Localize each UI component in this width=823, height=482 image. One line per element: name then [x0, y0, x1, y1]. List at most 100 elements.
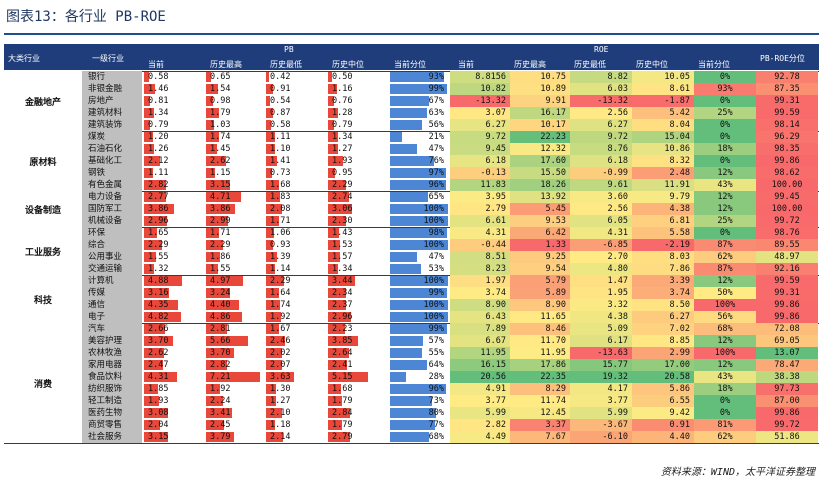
- roe-cell: 9.72: [450, 131, 510, 143]
- pb-bar: [328, 156, 343, 166]
- pb-value: 1.85: [148, 384, 169, 394]
- roe-pct-cell: 0%: [694, 119, 756, 131]
- pb-value: 1.79: [210, 108, 231, 118]
- industry-name: 商贸零售: [82, 419, 142, 431]
- pb-cell: 1.79: [328, 419, 390, 431]
- pb-cell: 0.58: [144, 71, 206, 83]
- pb-value: 0.54: [270, 96, 291, 106]
- pb-value: 0.50: [332, 72, 353, 82]
- pb-cell: 3.79: [206, 431, 266, 443]
- pb-cell: 2.66: [144, 323, 206, 335]
- pb-bar: [206, 240, 224, 250]
- pb-cell: 1.54: [206, 83, 266, 95]
- pb-bar: [266, 336, 286, 346]
- pb-value: 1.27: [332, 144, 353, 154]
- pb-bar: [144, 144, 154, 154]
- pb-bar: [206, 228, 219, 238]
- pbroe-pct-cell: 87.00: [756, 395, 818, 407]
- roe-pct-cell: 100%: [694, 347, 756, 359]
- pb-pct-cell: 77%: [390, 419, 450, 431]
- pb-pct-bar: [390, 240, 448, 250]
- pb-value: 4.88: [148, 276, 169, 286]
- pb-bar: [328, 84, 337, 94]
- roe-cell: -3.67: [570, 419, 632, 431]
- pb-bar: [328, 252, 341, 262]
- pb-pct-bar: [390, 288, 448, 298]
- pb-value: 1.45: [210, 144, 231, 154]
- pb-value: 2.29: [270, 276, 291, 286]
- roe-cell: 11.83: [450, 179, 510, 191]
- pbroe-pct-cell: 99.86: [756, 311, 818, 323]
- roe-cell: 5.58: [632, 227, 694, 239]
- pb-bar: [144, 336, 173, 346]
- pb-bar: [266, 144, 275, 154]
- pb-bar: [206, 396, 223, 406]
- pb-bar: [328, 360, 347, 370]
- roe-cell: 8.90: [450, 299, 510, 311]
- pb-value: 1.41: [270, 156, 291, 166]
- pb-pct-value: 99%: [428, 324, 444, 334]
- pbroe-pct-cell: 99.86: [756, 155, 818, 167]
- pb-value: 1.71: [270, 216, 291, 226]
- roe-cell: 5.09: [570, 323, 632, 335]
- pb-value: 4.86: [210, 312, 231, 322]
- industry-name: 公用事业: [82, 251, 142, 263]
- pb-value: 0.65: [210, 72, 231, 82]
- pb-bar: [266, 228, 275, 238]
- pb-bar: [206, 372, 260, 382]
- pb-bar: [206, 108, 220, 118]
- pb-bar: [266, 300, 280, 310]
- pb-bar: [266, 264, 275, 274]
- pb-value: 1.74: [270, 300, 291, 310]
- group-block: [4, 323, 819, 444]
- pb-value: 2.46: [270, 336, 291, 346]
- pb-pct-bar: [390, 324, 448, 334]
- roe-cell: -13.32: [570, 95, 632, 107]
- pb-value: 1.65: [148, 228, 169, 238]
- pb-cell: 3.06: [328, 203, 390, 215]
- pb-pct-value: 97%: [428, 168, 444, 178]
- pb-cell: 1.34: [144, 107, 206, 119]
- pb-pct-bar: [390, 192, 428, 202]
- pb-value: 0.91: [270, 84, 291, 94]
- pb-bar: [144, 168, 153, 178]
- pb-pct-value: 73%: [428, 396, 444, 406]
- roe-pct-cell: 0%: [694, 71, 756, 83]
- pb-bar: [206, 132, 220, 142]
- pb-value: 2.24: [210, 396, 231, 406]
- pbroe-pct-cell: 99.45: [756, 191, 818, 203]
- roe-cell: 19.32: [570, 371, 632, 383]
- pb-bar: [328, 276, 355, 286]
- pb-bar: [144, 96, 151, 106]
- roe-cell: 2.99: [632, 347, 694, 359]
- roe-cell: 4.31: [450, 227, 510, 239]
- pbroe-pct-cell: 99.59: [756, 275, 818, 287]
- roe-cell: 4.38: [570, 311, 632, 323]
- roe-pct-cell: 0%: [694, 155, 756, 167]
- pb-cell: 1.46: [144, 83, 206, 95]
- pb-bar: [206, 408, 232, 418]
- pb-value: 4.82: [148, 312, 169, 322]
- pb-pct-value: 100%: [423, 276, 444, 286]
- header-roe-max: 历史最高: [514, 60, 546, 69]
- pb-bar: [206, 96, 214, 106]
- roe-cell: 6.67: [450, 335, 510, 347]
- pb-cell: 1.86: [206, 251, 266, 263]
- pb-value: 1.46: [148, 84, 169, 94]
- industry-name: 汽车: [82, 323, 142, 335]
- pb-bar: [266, 252, 277, 262]
- sector-label: 原材料: [4, 131, 83, 191]
- roe-cell: 13.92: [510, 191, 570, 203]
- pb-cell: 4.86: [206, 311, 266, 323]
- pb-pct-value: 100%: [423, 240, 444, 250]
- roe-cell: 6.27: [632, 311, 694, 323]
- pb-value: 0.58: [148, 72, 169, 82]
- pb-bar: [206, 180, 230, 190]
- pb-pct-cell: 55%: [390, 347, 450, 359]
- pb-value: 1.34: [332, 264, 353, 274]
- roe-cell: 8.90: [510, 299, 570, 311]
- pb-pct-value: 100%: [423, 204, 444, 214]
- roe-cell: 10.05: [632, 71, 694, 83]
- pb-value: 1.71: [210, 228, 231, 238]
- industry-name: 通信: [82, 299, 142, 311]
